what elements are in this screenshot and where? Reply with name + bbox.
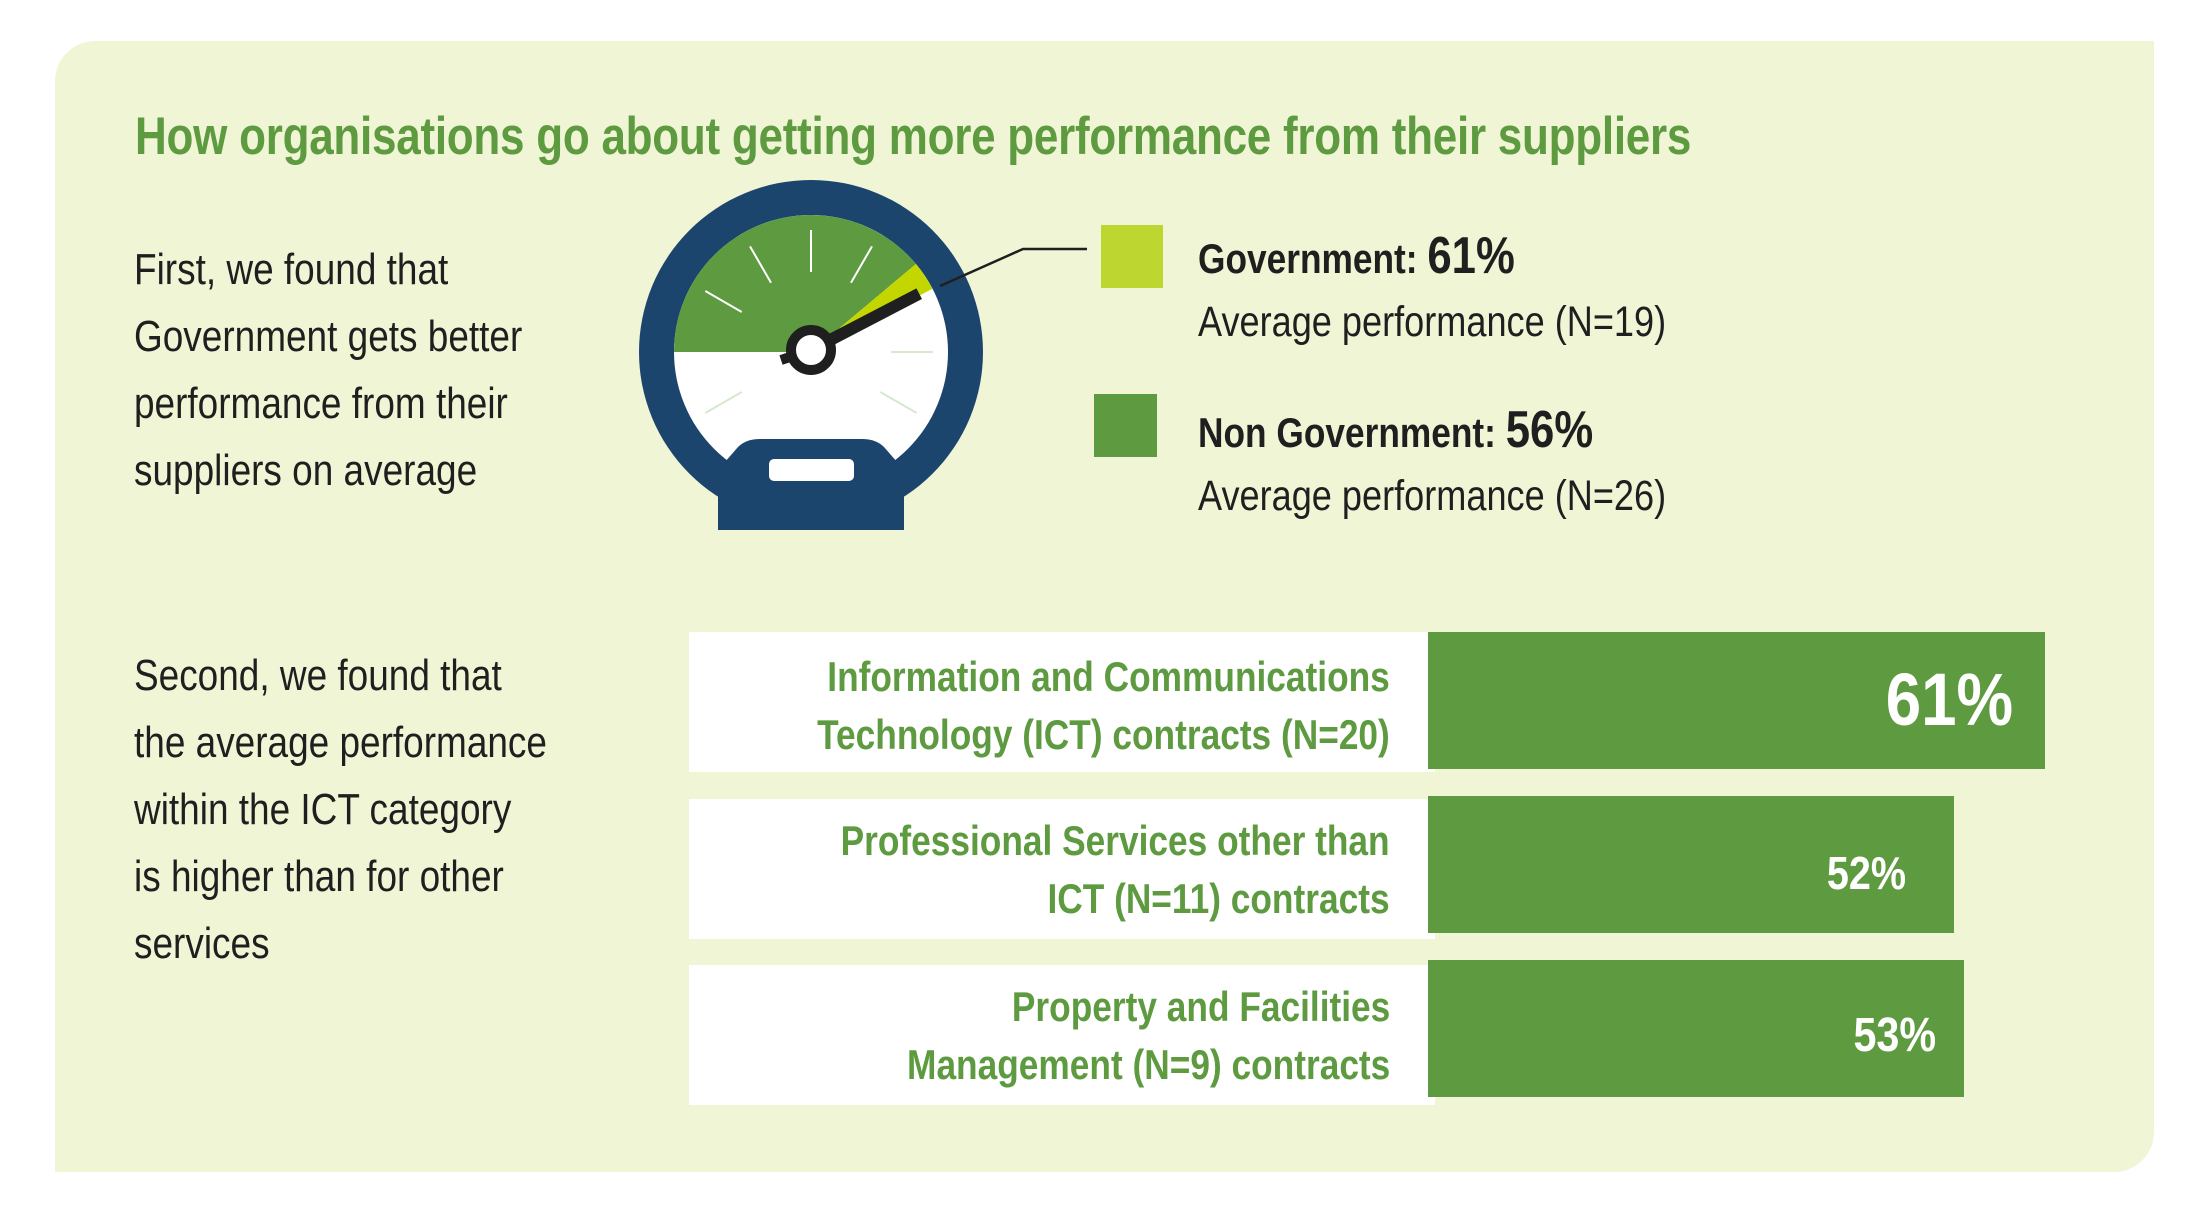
bar-label: Information and Communications Technolog…	[817, 648, 1390, 764]
finding-two-text: Second, we found that the average perfor…	[134, 642, 547, 977]
legend-swatch-non-government	[1094, 394, 1157, 457]
bar-value-professional-services: 52%	[1827, 847, 1907, 899]
bar-ict	[1428, 632, 2046, 769]
legend-government-value: 61%	[1427, 227, 1515, 285]
bar-professional-services	[1428, 796, 1955, 933]
bar-label-line: Property and Facilities	[1011, 983, 1390, 1030]
finding-one-text: First, we found that Government gets bet…	[134, 236, 522, 504]
legend-non-government-label: Non Government: 56%	[1198, 400, 1593, 460]
bar-label-box	[689, 965, 1435, 1105]
legend-government-subtitle: Average performance (N=19)	[1198, 298, 1667, 346]
finding-one-line: performance from their	[134, 379, 508, 428]
bar-label: Professional Services other than ICT (N=…	[841, 812, 1390, 928]
finding-two-line: is higher than for other	[134, 852, 504, 901]
finding-one-line: First, we found that	[134, 245, 449, 294]
legend-government-name: Government:	[1198, 235, 1418, 282]
bar-value-ict: 61%	[1885, 658, 2014, 741]
finding-two-line: within the ICT category	[134, 785, 512, 834]
bar-label-line: Professional Services other than	[840, 817, 1390, 864]
bar-value-property-facilities: 53%	[1853, 1009, 1937, 1062]
legend-non-government-value: 56%	[1505, 401, 1594, 459]
finding-one-line: suppliers on average	[134, 446, 478, 495]
bar-label-line: ICT (N=11) contracts	[1047, 875, 1390, 922]
legend-government-label: Government: 61%	[1198, 226, 1515, 286]
page-title: How organisations go about getting more …	[135, 107, 1692, 166]
legend-non-government-subtitle: Average performance (N=26)	[1198, 472, 1667, 520]
bar-label-box	[689, 799, 1435, 939]
finding-two-line: Second, we found that	[134, 651, 502, 700]
bar-label: Property and Facilities Management (N=9)…	[907, 978, 1390, 1094]
legend-non-government-name: Non Government:	[1198, 409, 1496, 456]
bar-label-line: Management (N=9) contracts	[906, 1041, 1390, 1088]
bar-property-facilities	[1428, 960, 1965, 1097]
bar-label-line: Information and Communications	[827, 653, 1390, 700]
bar-label-box	[689, 632, 1435, 772]
finding-two-line: the average performance	[134, 718, 547, 767]
finding-two-line: services	[134, 919, 270, 968]
bar-label-line: Technology (ICT) contracts (N=20)	[817, 711, 1390, 758]
legend-swatch-government	[1101, 225, 1163, 288]
finding-one-line: Government gets better	[134, 312, 523, 361]
